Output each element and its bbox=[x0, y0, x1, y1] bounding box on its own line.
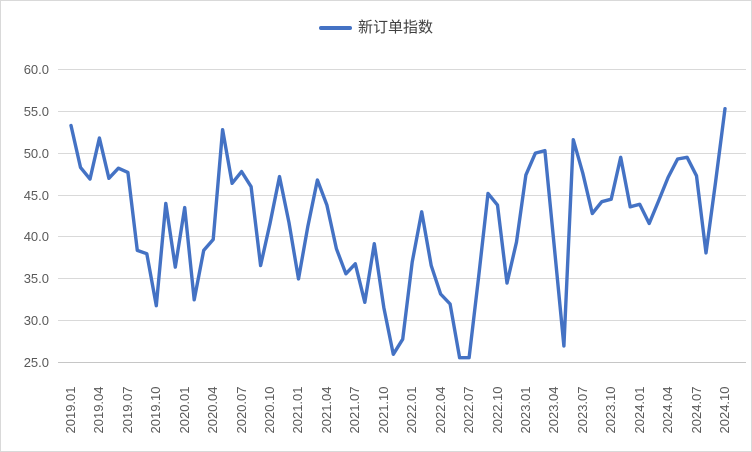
x-axis-label: 2022.04 bbox=[432, 386, 448, 434]
x-axis-label: 2021.07 bbox=[347, 386, 363, 434]
x-axis-label: 2024.04 bbox=[660, 386, 676, 434]
y-axis-label: 35.0 bbox=[23, 271, 49, 287]
y-axis-label: 45.0 bbox=[23, 187, 49, 203]
x-axis-label: 2020.07 bbox=[233, 386, 249, 434]
x-axis-label: 2022.01 bbox=[404, 386, 420, 434]
y-axis-label: 25.0 bbox=[23, 355, 49, 371]
legend: 新订单指数 bbox=[1, 19, 751, 37]
y-axis-label: 60.0 bbox=[23, 61, 49, 77]
y-axis-label: 55.0 bbox=[23, 103, 49, 119]
gridline bbox=[58, 110, 746, 112]
x-axis-label: 2023.04 bbox=[546, 386, 562, 434]
x-axis-label: 2019.07 bbox=[119, 386, 135, 434]
gridline bbox=[58, 194, 746, 196]
x-axis-label: 2021.04 bbox=[318, 386, 334, 434]
x-axis-label: 2024.10 bbox=[716, 386, 732, 434]
x-axis-label: 2023.07 bbox=[574, 386, 590, 434]
gridline bbox=[58, 362, 746, 364]
x-axis-label: 2023.01 bbox=[517, 386, 533, 434]
x-axis-label: 2019.01 bbox=[63, 386, 78, 434]
x-axis-label: 2021.10 bbox=[375, 386, 391, 434]
gridline bbox=[58, 320, 746, 322]
y-axis-label: 30.0 bbox=[23, 313, 49, 329]
y-axis-label: 50.0 bbox=[23, 145, 49, 161]
x-axis-label: 2024.01 bbox=[631, 386, 647, 434]
x-axis-label: 2020.04 bbox=[205, 386, 221, 434]
x-axis-label: 2023.10 bbox=[603, 386, 619, 434]
x-axis-label: 2020.01 bbox=[176, 386, 192, 434]
legend-label: 新订单指数 bbox=[357, 19, 433, 36]
x-axis-label: 2020.10 bbox=[262, 386, 278, 434]
gridline bbox=[58, 278, 746, 280]
x-axis-label: 2022.07 bbox=[461, 386, 477, 434]
x-axis-label: 2021.01 bbox=[290, 386, 306, 434]
gridline bbox=[58, 152, 746, 154]
y-axis-label: 40.0 bbox=[23, 229, 49, 245]
gridline bbox=[58, 236, 746, 238]
legend-line-icon bbox=[318, 26, 352, 30]
gridline bbox=[58, 68, 746, 70]
x-axis-label: 2022.10 bbox=[489, 386, 505, 434]
x-axis-label: 2019.04 bbox=[91, 386, 107, 434]
x-axis-label: 2024.07 bbox=[688, 386, 704, 434]
x-axis-label: 2019.10 bbox=[148, 386, 164, 434]
